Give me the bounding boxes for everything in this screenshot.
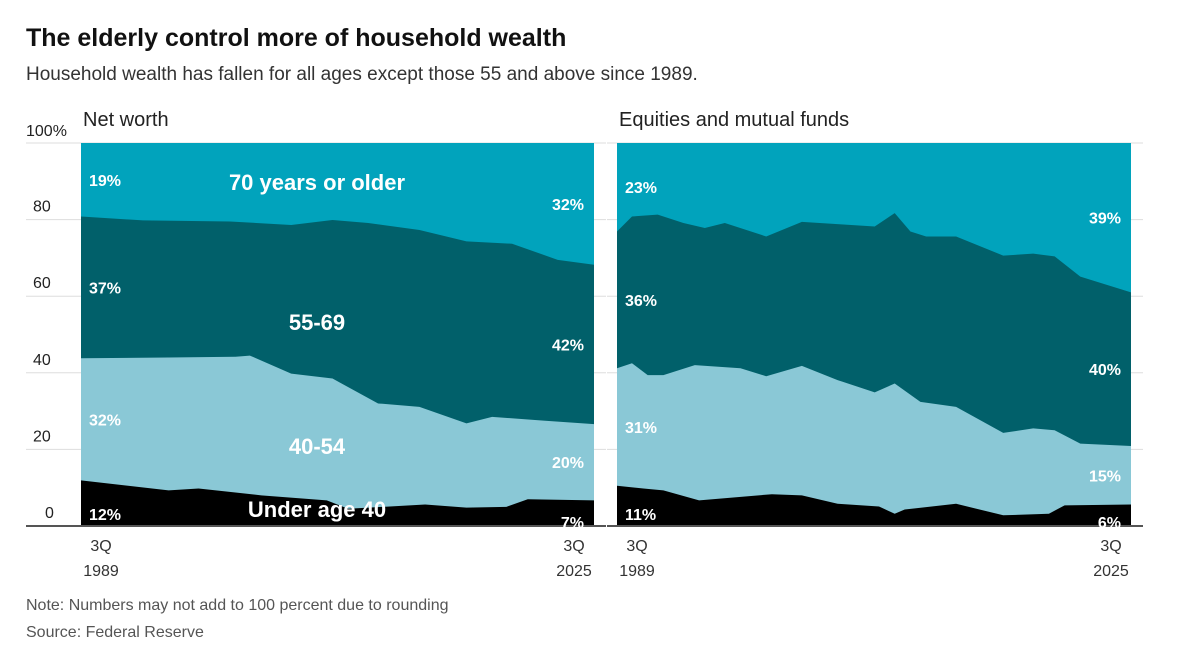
area-40-54: [81, 355, 594, 526]
area-40-54: [617, 363, 1131, 526]
area-under-age-40: [617, 485, 1131, 526]
start-label: 23%: [625, 180, 657, 197]
note: Note: Numbers may not add to 100 percent…: [26, 597, 449, 614]
start-label: 12%: [89, 507, 121, 524]
area-under-age-40: [81, 480, 594, 526]
source: Source: Federal Reserve: [26, 624, 204, 641]
start-label: 36%: [625, 293, 657, 310]
panel-0: [26, 142, 606, 527]
x-tick-quarter: 3Q: [563, 538, 584, 555]
x-tick-year: 1989: [83, 563, 119, 580]
x-tick-year: 2025: [556, 563, 592, 580]
end-label: 32%: [552, 197, 584, 214]
x-tick-quarter: 3Q: [90, 538, 111, 555]
y-tick-label: 20: [33, 428, 51, 445]
end-label: 6%: [1098, 515, 1121, 532]
panel-title: Equities and mutual funds: [619, 109, 849, 131]
end-label: 39%: [1089, 211, 1121, 228]
chart-title: The elderly control more of household we…: [26, 24, 567, 52]
series-label: 55-69: [289, 310, 345, 335]
end-label: 40%: [1089, 362, 1121, 379]
series-label: 70 years or older: [229, 170, 406, 195]
y-tick-label: 60: [33, 275, 51, 292]
chart-subtitle: Household wealth has fallen for all ages…: [26, 64, 698, 85]
start-label: 32%: [89, 412, 121, 429]
x-tick-year: 2025: [1093, 563, 1129, 580]
x-tick-quarter: 3Q: [1100, 538, 1121, 555]
end-label: 20%: [552, 455, 584, 472]
start-label: 19%: [89, 173, 121, 190]
y-tick-label: 0: [45, 505, 54, 522]
start-label: 11%: [625, 507, 656, 524]
panel-title: Net worth: [83, 109, 169, 131]
start-label: 37%: [89, 280, 121, 297]
x-tick-year: 1989: [619, 563, 655, 580]
series-label: Under age 40: [248, 497, 386, 522]
end-label: 15%: [1089, 468, 1121, 485]
y-tick-label: 80: [33, 199, 51, 216]
end-label: 42%: [552, 337, 584, 354]
x-tick-quarter: 3Q: [626, 538, 647, 555]
series-label: 40-54: [289, 434, 346, 459]
y-tick-label: 40: [33, 352, 51, 369]
y-tick-label: 100%: [26, 123, 67, 140]
start-label: 31%: [625, 420, 657, 437]
panel-1: [607, 142, 1143, 527]
end-label: 7%: [561, 515, 584, 532]
